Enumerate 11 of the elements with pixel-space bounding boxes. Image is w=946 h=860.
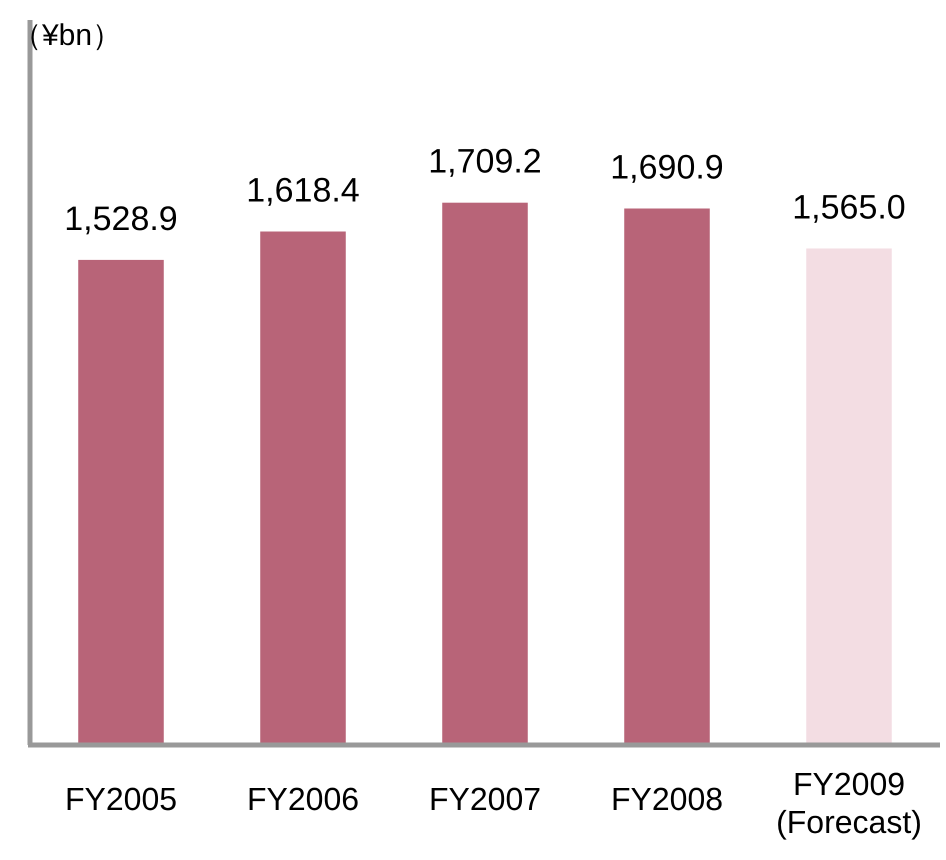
x-tick-label: FY2009 (Forecast) bbox=[776, 766, 922, 840]
data-label: 1,565.0 bbox=[792, 188, 906, 226]
data-label: 1,690.9 bbox=[610, 148, 724, 186]
text: （¥bn） bbox=[12, 19, 122, 52]
x-tick-label: FY2008 bbox=[610, 781, 724, 817]
data-label: 1,618.4 bbox=[246, 172, 360, 210]
data-label: 1,528.9 bbox=[64, 200, 178, 238]
x-tick-label: FY2005 bbox=[64, 781, 178, 817]
data-label: 1,709.2 bbox=[428, 142, 542, 181]
x-tick-label: FY2007 bbox=[428, 781, 542, 817]
x-tick-label: FY2006 bbox=[246, 781, 360, 817]
